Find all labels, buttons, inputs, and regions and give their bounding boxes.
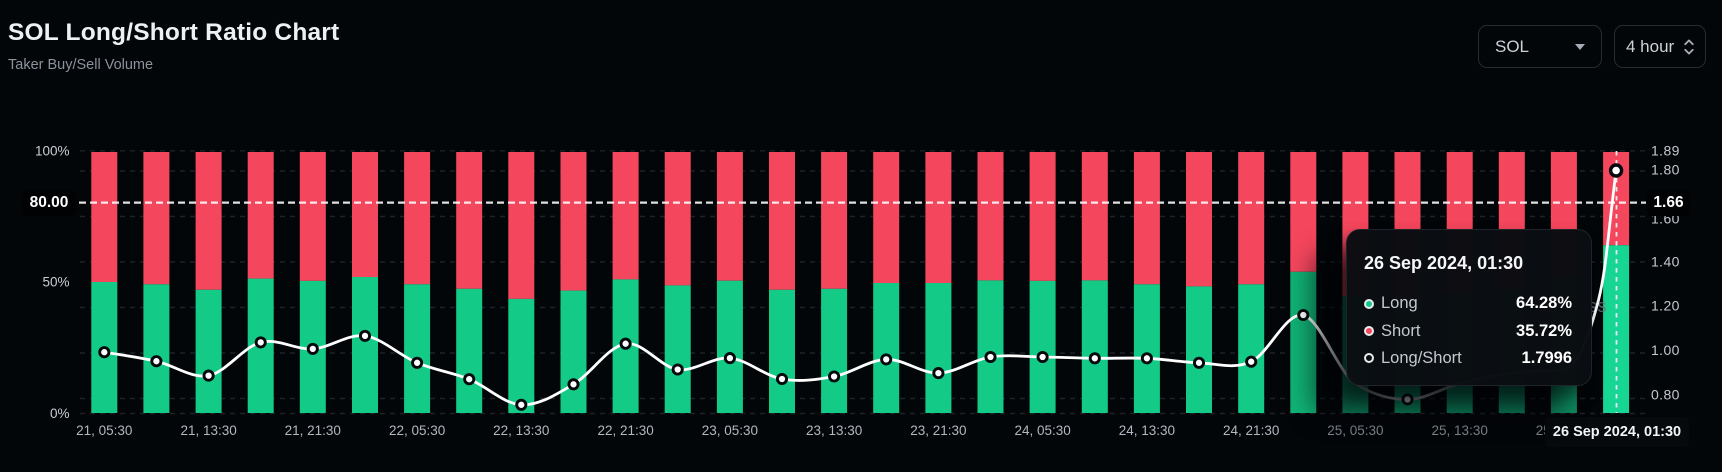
svg-text:25, 13:30: 25, 13:30	[1432, 423, 1488, 438]
svg-text:1.20: 1.20	[1651, 297, 1680, 313]
svg-text:24, 21:30: 24, 21:30	[1223, 423, 1279, 438]
svg-text:1.00: 1.00	[1651, 342, 1680, 358]
svg-text:25, 05:30: 25, 05:30	[1327, 423, 1383, 438]
svg-text:24, 05:30: 24, 05:30	[1014, 423, 1070, 438]
svg-text:0.80: 0.80	[1651, 387, 1680, 403]
svg-text:24, 13:30: 24, 13:30	[1119, 423, 1175, 438]
svg-text:1.89: 1.89	[1651, 142, 1680, 158]
svg-text:1.40: 1.40	[1651, 254, 1680, 270]
svg-text:22, 13:30: 22, 13:30	[493, 423, 549, 438]
svg-text:0%: 0%	[50, 406, 70, 421]
svg-text:100%: 100%	[35, 144, 70, 159]
svg-text:22, 05:30: 22, 05:30	[389, 423, 445, 438]
svg-text:23, 13:30: 23, 13:30	[806, 423, 862, 438]
svg-text:23, 05:30: 23, 05:30	[702, 423, 758, 438]
svg-text:50%: 50%	[42, 274, 69, 289]
svg-text:1.80: 1.80	[1651, 162, 1680, 178]
svg-text:21, 05:30: 21, 05:30	[76, 423, 132, 438]
svg-text:21, 21:30: 21, 21:30	[285, 423, 341, 438]
svg-text:23, 21:30: 23, 21:30	[910, 423, 966, 438]
svg-text:21, 13:30: 21, 13:30	[180, 423, 236, 438]
svg-text:22, 21:30: 22, 21:30	[597, 423, 653, 438]
